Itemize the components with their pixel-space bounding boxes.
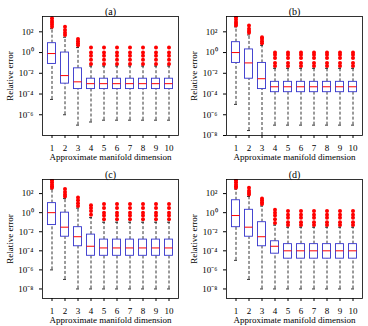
svg-text:5: 5 xyxy=(101,305,107,316)
svg-text:10: 10 xyxy=(164,305,174,316)
svg-text:Approximate manifold dimension: Approximate manifold dimension xyxy=(234,315,356,325)
svg-text:Relative error: Relative error xyxy=(189,214,199,264)
svg-text:4: 4 xyxy=(88,305,94,316)
svg-text:10⁻⁸: 10⁻⁸ xyxy=(202,130,217,140)
svg-text:8: 8 xyxy=(324,305,330,316)
svg-text:7: 7 xyxy=(311,142,317,153)
svg-text:10²: 10² xyxy=(22,188,34,198)
svg-text:(b): (b) xyxy=(289,6,301,18)
svg-text:8: 8 xyxy=(140,305,146,316)
svg-text:3: 3 xyxy=(259,142,265,153)
svg-text:Relative error: Relative error xyxy=(5,51,15,101)
svg-text:10⁰: 10⁰ xyxy=(22,208,34,218)
svg-text:7: 7 xyxy=(127,305,133,316)
svg-text:(c): (c) xyxy=(105,169,116,181)
svg-text:10²: 10² xyxy=(206,27,218,37)
svg-text:(a): (a) xyxy=(105,6,116,18)
svg-text:10²: 10² xyxy=(22,27,34,37)
svg-text:10⁻²: 10⁻² xyxy=(19,227,34,237)
svg-text:10: 10 xyxy=(164,142,174,153)
svg-text:5: 5 xyxy=(285,305,291,316)
svg-text:4: 4 xyxy=(272,305,278,316)
svg-text:Approximate manifold dimension: Approximate manifold dimension xyxy=(234,152,356,162)
svg-text:1: 1 xyxy=(233,142,239,153)
svg-text:10: 10 xyxy=(348,305,358,316)
svg-text:8: 8 xyxy=(324,142,330,153)
svg-text:9: 9 xyxy=(337,305,343,316)
svg-text:9: 9 xyxy=(153,305,159,316)
svg-text:9: 9 xyxy=(153,142,159,153)
svg-text:10⁻⁴: 10⁻⁴ xyxy=(202,89,217,99)
svg-text:10⁻²: 10⁻² xyxy=(203,227,218,237)
svg-text:6: 6 xyxy=(298,142,304,153)
svg-text:10⁻⁴: 10⁻⁴ xyxy=(18,89,33,99)
svg-text:2: 2 xyxy=(62,142,68,153)
svg-text:10²: 10² xyxy=(206,188,218,198)
svg-text:10⁰: 10⁰ xyxy=(22,47,34,57)
svg-text:3: 3 xyxy=(75,305,81,316)
svg-text:3: 3 xyxy=(259,305,265,316)
svg-text:9: 9 xyxy=(337,142,343,153)
svg-text:10⁻⁶: 10⁻⁶ xyxy=(18,265,33,275)
svg-text:6: 6 xyxy=(114,305,120,316)
svg-text:1: 1 xyxy=(49,142,55,153)
svg-text:3: 3 xyxy=(75,142,81,153)
svg-text:6: 6 xyxy=(114,142,120,153)
svg-text:10⁻⁶: 10⁻⁶ xyxy=(202,265,217,275)
svg-text:10⁻⁸: 10⁻⁸ xyxy=(18,284,33,294)
svg-text:10⁻²: 10⁻² xyxy=(203,68,218,78)
svg-text:5: 5 xyxy=(101,142,107,153)
svg-text:10⁻⁶: 10⁻⁶ xyxy=(18,110,33,120)
svg-text:4: 4 xyxy=(272,142,278,153)
svg-text:10⁻⁸: 10⁻⁸ xyxy=(202,284,217,294)
svg-text:10⁻²: 10⁻² xyxy=(19,68,34,78)
svg-text:Relative error: Relative error xyxy=(5,214,15,264)
svg-text:Approximate manifold dimension: Approximate manifold dimension xyxy=(50,315,172,325)
svg-text:Relative error: Relative error xyxy=(189,51,199,101)
svg-text:2: 2 xyxy=(246,142,252,153)
svg-text:5: 5 xyxy=(285,142,291,153)
svg-text:10⁰: 10⁰ xyxy=(206,208,218,218)
svg-text:7: 7 xyxy=(127,142,133,153)
svg-text:10⁰: 10⁰ xyxy=(206,47,218,57)
svg-text:8: 8 xyxy=(140,142,146,153)
svg-text:Approximate manifold dimension: Approximate manifold dimension xyxy=(50,152,172,162)
svg-text:1: 1 xyxy=(233,305,239,316)
svg-text:7: 7 xyxy=(311,305,317,316)
svg-text:10: 10 xyxy=(348,142,358,153)
svg-text:2: 2 xyxy=(246,305,252,316)
svg-text:2: 2 xyxy=(62,305,68,316)
svg-text:10⁻⁴: 10⁻⁴ xyxy=(18,246,33,256)
svg-text:1: 1 xyxy=(49,305,55,316)
svg-text:6: 6 xyxy=(298,305,304,316)
svg-text:10⁻⁴: 10⁻⁴ xyxy=(202,246,217,256)
svg-text:10⁻⁶: 10⁻⁶ xyxy=(202,110,217,120)
svg-text:(d): (d) xyxy=(289,169,301,181)
svg-text:4: 4 xyxy=(88,142,94,153)
